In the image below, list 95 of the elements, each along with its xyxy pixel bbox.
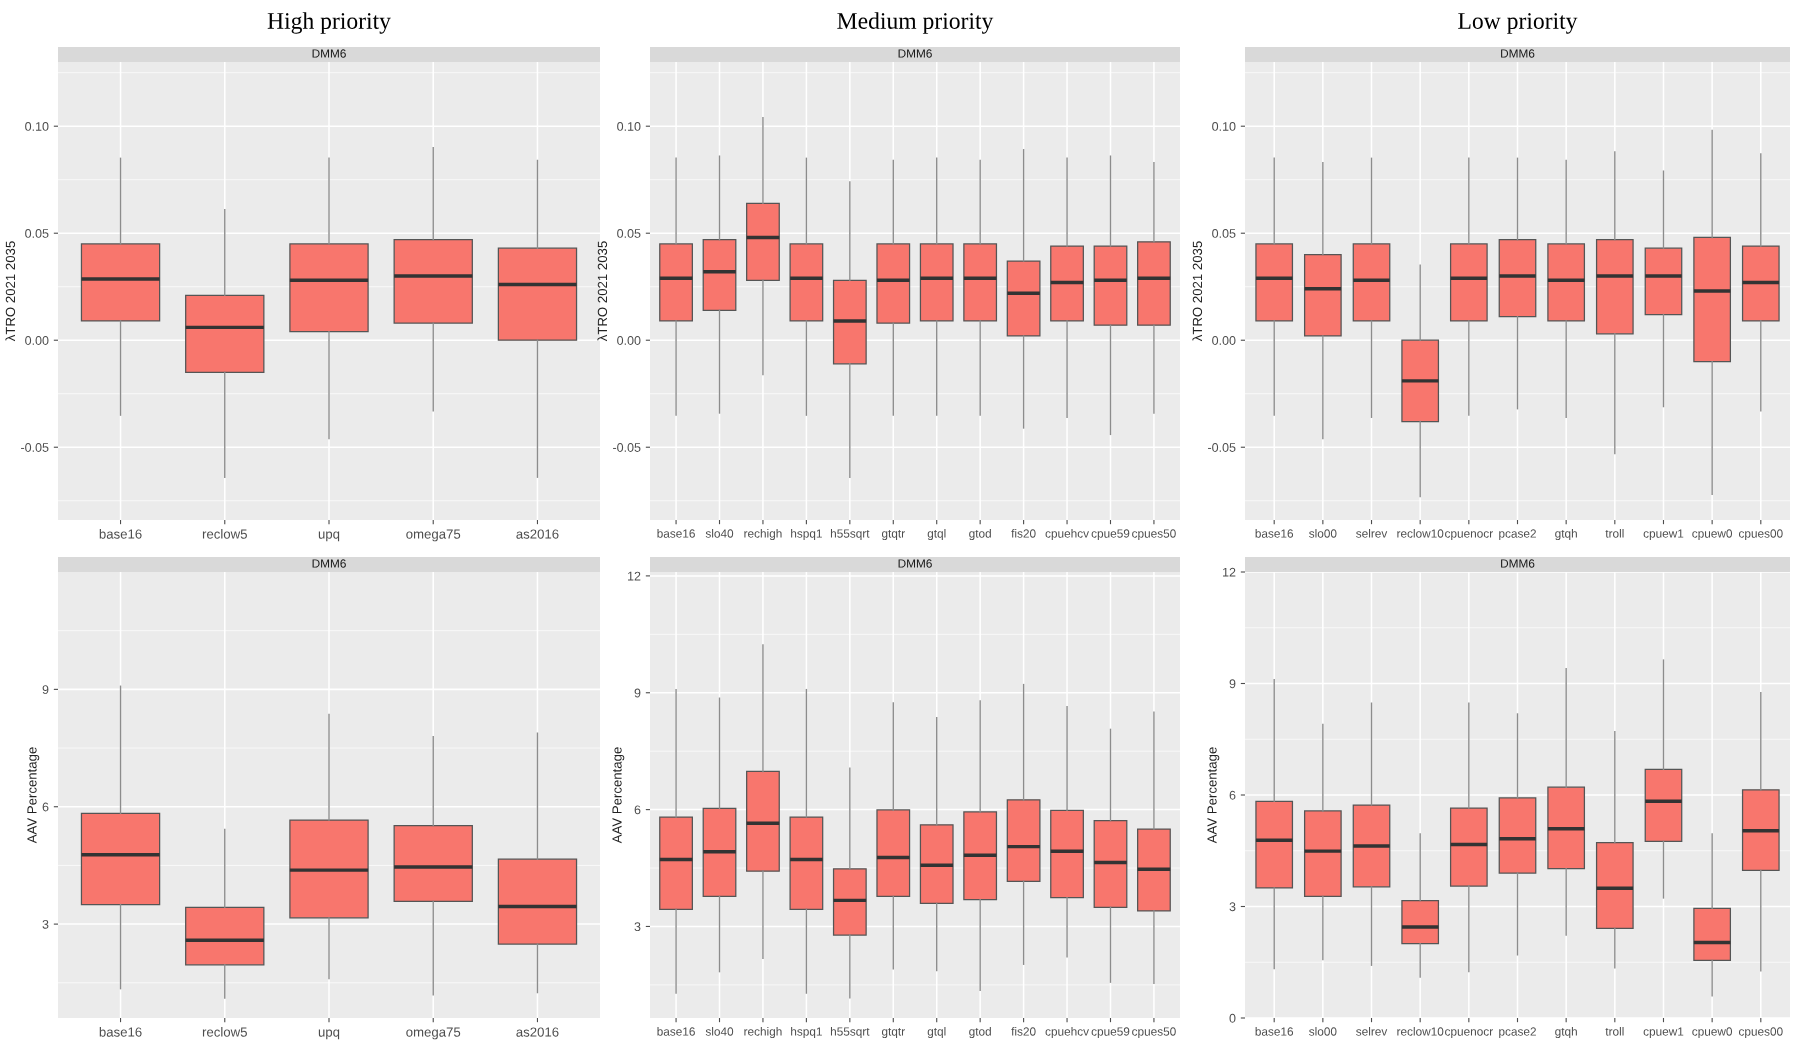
y-axis-title: λTRO 2021 2035 (597, 241, 608, 342)
x-tick-label: gtql (927, 1027, 946, 1039)
x-tick-label: h55sqrt (830, 1027, 870, 1039)
x-tick-label: omega75 (406, 1027, 461, 1040)
x-tick-label: cpuew0 (1692, 1027, 1733, 1039)
chart-subtitle: DMM6 (1501, 49, 1535, 58)
x-tick-label: base16 (657, 529, 695, 538)
x-tick-label: as2016 (516, 1027, 559, 1037)
y-tick-label: 0.10 (617, 122, 641, 131)
x-tick-label: h55sqrt (830, 529, 870, 541)
x-tick-label: gtqtr (881, 1027, 905, 1039)
x-tick-label: cpues00 (1738, 529, 1783, 541)
x-tick-label: gtqtr (881, 529, 905, 541)
x-tick-label: hspq1 (791, 1027, 822, 1039)
x-tick-label: slo00 (1309, 1027, 1337, 1036)
x-tick-label: base16 (657, 1027, 695, 1036)
x-tick-label: reclow10 (1397, 529, 1444, 538)
x-tick-label: cpuew0 (1692, 529, 1733, 541)
y-axis-title: λTRO 2021 2035 (5, 241, 16, 342)
x-tick-label: cpuenocr (1445, 531, 1493, 541)
chart-subtitle: DMM6 (898, 49, 932, 58)
y-tick-label: 0.10 (1212, 122, 1236, 131)
x-tick-label: cpue59 (1091, 1027, 1130, 1039)
y-tick-label: 0.05 (617, 229, 641, 238)
x-tick-label: cpues00 (1738, 1027, 1783, 1039)
chart-subtitle: DMM6 (312, 559, 346, 568)
y-tick-label: 12 (1223, 567, 1236, 577)
y-tick-label: 6 (634, 805, 641, 815)
x-tick-label: reclow5 (202, 1027, 247, 1037)
x-tick-label: rechigh (744, 1027, 782, 1039)
x-tick-label: slo40 (705, 529, 734, 538)
x-tick-label: cpuehcv (1045, 1027, 1089, 1039)
x-tick-label: base16 (99, 529, 142, 539)
x-tick-label: fis20 (1011, 529, 1036, 538)
y-tick-label: 6 (42, 802, 49, 812)
x-tick-label: base16 (99, 1027, 142, 1037)
y-tick-label: 0.00 (25, 336, 49, 345)
x-tick-label: hspq1 (791, 529, 822, 541)
y-tick-label: 0.00 (1212, 336, 1236, 345)
x-tick-label: selrev (1356, 529, 1388, 538)
y-axis-title: AAV Percentage (1207, 747, 1220, 844)
x-tick-label: gtqh (1555, 529, 1577, 541)
x-tick-label: troll (1605, 529, 1624, 538)
x-tick-label: upq (318, 1029, 340, 1040)
x-tick-label: slo40 (705, 1027, 734, 1036)
y-tick-label: 0.10 (25, 122, 49, 131)
x-tick-label: gtod (969, 1027, 991, 1039)
x-tick-label: gtql (927, 529, 946, 541)
y-tick-label: 6 (1229, 790, 1236, 800)
x-tick-label: gtqh (1555, 1027, 1577, 1039)
x-tick-label: cpuenocr (1445, 1029, 1493, 1039)
x-tick-label: selrev (1356, 1027, 1388, 1036)
y-axis-title: AAV Percentage (27, 747, 40, 844)
x-tick-label: base16 (1255, 529, 1294, 538)
x-tick-label: fis20 (1011, 1027, 1036, 1036)
x-tick-label: reclow5 (202, 529, 247, 539)
y-tick-label: 9 (634, 688, 641, 698)
y-tick-label: 3 (634, 922, 641, 932)
y-tick-label: -0.05 (1208, 443, 1236, 452)
x-tick-label: omega75 (406, 529, 461, 542)
x-tick-label: pcase2 (1499, 1027, 1536, 1039)
y-tick-label: 9 (42, 685, 49, 695)
y-tick-label: 0.05 (25, 229, 49, 238)
x-tick-label: slo00 (1309, 529, 1337, 538)
chart-subtitle: DMM6 (1501, 559, 1535, 568)
y-tick-label: 9 (1229, 679, 1236, 689)
x-tick-label: as2016 (516, 529, 559, 539)
chart-title: Low priority (1458, 13, 1578, 34)
y-tick-label: -0.05 (21, 443, 49, 452)
x-tick-label: cpues50 (1132, 529, 1176, 541)
chart-subtitle: DMM6 (898, 559, 932, 568)
x-tick-label: cpuehcv (1045, 529, 1089, 541)
chart-subtitle: DMM6 (312, 49, 346, 58)
x-tick-label: cpues50 (1132, 1027, 1176, 1039)
x-tick-label: rechigh (744, 529, 782, 541)
x-tick-label: cpuew1 (1643, 529, 1684, 541)
y-tick-label: -0.05 (613, 443, 641, 452)
y-axis-title: λTRO 2021 2035 (1192, 241, 1203, 342)
y-tick-label: 0.05 (1212, 229, 1236, 238)
chart-title: Medium priority (837, 12, 994, 34)
chart-title: High priority (267, 12, 391, 34)
x-tick-label: reclow10 (1397, 1027, 1444, 1036)
y-tick-label: 3 (42, 919, 49, 929)
x-tick-label: pcase2 (1499, 529, 1536, 541)
x-tick-label: cpuew1 (1643, 1027, 1684, 1039)
y-tick-label: 0.00 (617, 336, 641, 345)
x-tick-label: gtod (969, 529, 991, 541)
y-tick-label: 0 (1229, 1013, 1236, 1023)
y-axis-title: AAV Percentage (612, 747, 625, 844)
y-tick-label: 3 (1229, 902, 1236, 912)
x-tick-label: cpue59 (1091, 529, 1130, 541)
x-tick-label: upq (318, 531, 340, 542)
x-tick-label: troll (1605, 1027, 1624, 1036)
y-tick-label: 12 (628, 571, 641, 581)
x-tick-label: base16 (1255, 1027, 1294, 1036)
